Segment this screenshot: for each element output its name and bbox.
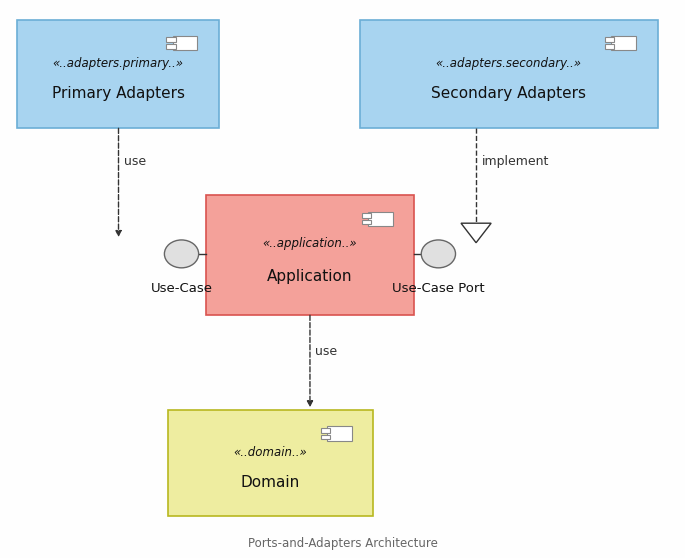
Bar <box>369 211 393 226</box>
Text: Secondary Adapters: Secondary Adapters <box>431 86 586 101</box>
Text: Application: Application <box>267 270 353 285</box>
Bar <box>166 44 176 49</box>
Text: «..adapters.secondary..»: «..adapters.secondary..» <box>436 56 582 70</box>
Text: Use-Case Port: Use-Case Port <box>392 282 485 295</box>
Text: Use-Case: Use-Case <box>151 282 212 295</box>
Bar <box>362 213 371 218</box>
Text: implement: implement <box>482 155 549 169</box>
Bar <box>173 36 197 50</box>
Polygon shape <box>461 223 491 243</box>
Bar <box>327 426 351 441</box>
Bar <box>362 220 371 224</box>
Text: «..adapters.primary..»: «..adapters.primary..» <box>53 56 184 70</box>
Text: use: use <box>124 155 146 169</box>
Bar <box>605 44 614 49</box>
Bar <box>168 410 373 516</box>
Bar <box>206 195 414 315</box>
Bar <box>360 20 658 128</box>
Text: Ports-and-Adapters Architecture: Ports-and-Adapters Architecture <box>247 537 438 550</box>
Text: use: use <box>315 345 338 358</box>
Circle shape <box>164 240 199 268</box>
Bar <box>321 435 330 439</box>
Bar <box>321 428 330 432</box>
Bar <box>612 36 636 50</box>
Text: Primary Adapters: Primary Adapters <box>51 86 185 101</box>
Bar <box>166 37 176 42</box>
Text: «..domain..»: «..domain..» <box>234 446 308 459</box>
Text: Domain: Domain <box>241 475 300 490</box>
Bar <box>605 37 614 42</box>
Bar <box>17 20 219 128</box>
Circle shape <box>421 240 456 268</box>
Text: «..application..»: «..application..» <box>262 237 358 250</box>
